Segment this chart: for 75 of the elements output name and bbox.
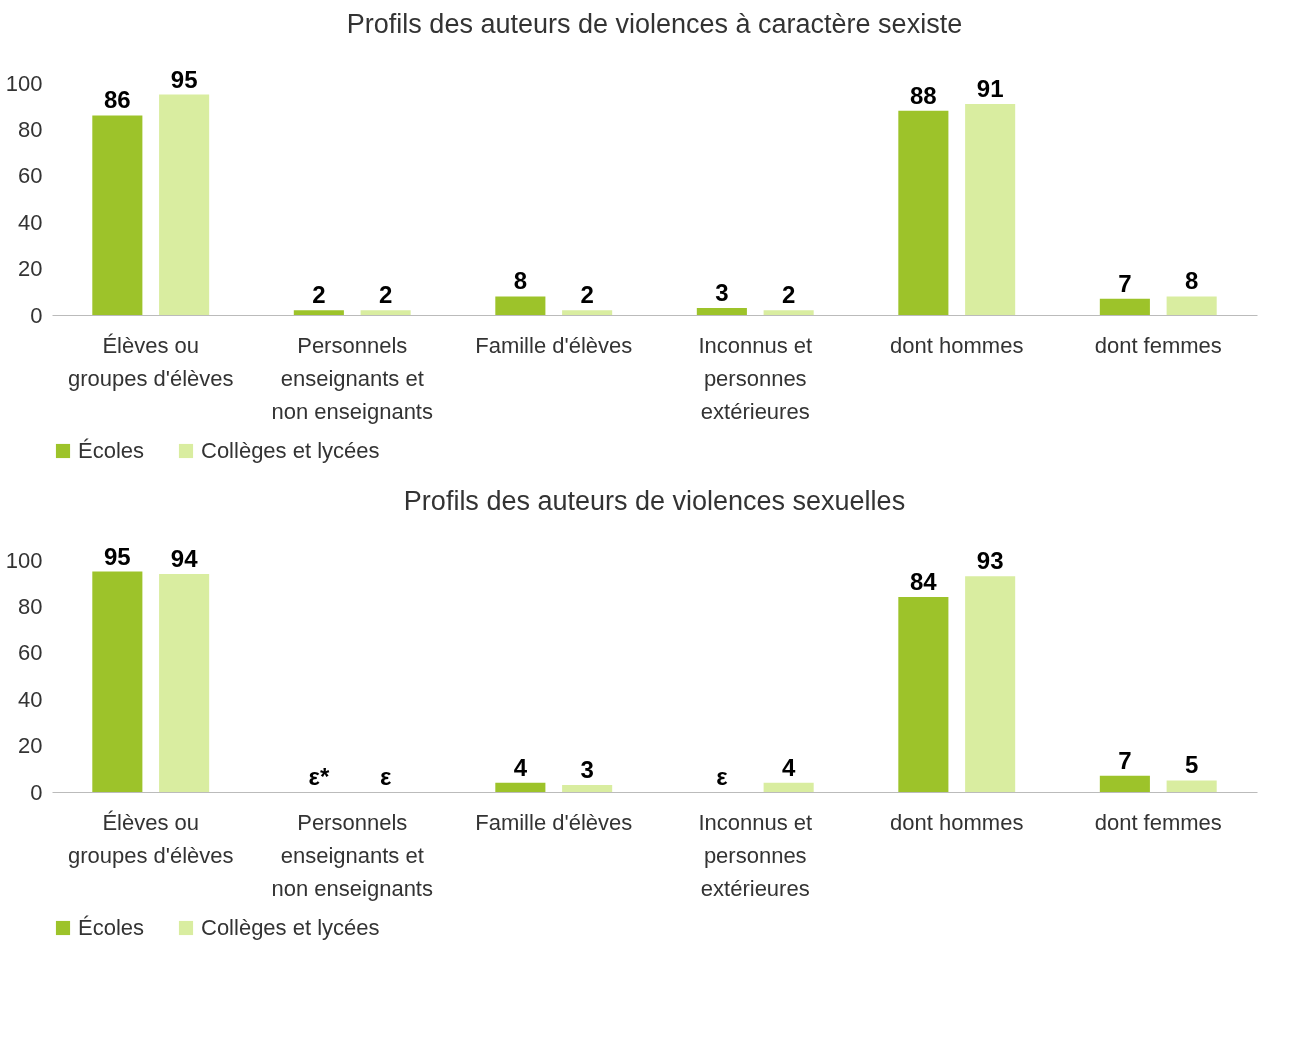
bar bbox=[965, 103, 1016, 315]
data-label: 93 bbox=[976, 547, 1004, 575]
data-label: 4 bbox=[781, 753, 796, 781]
x-tick-label: Personnels enseignants et non enseignants bbox=[271, 809, 433, 901]
x-tick-label: Famille d'élèves bbox=[475, 332, 633, 358]
chart-title: Profils des auteurs de violences sexuelles bbox=[403, 485, 906, 516]
bar bbox=[763, 782, 814, 792]
y-tick-label: 80 bbox=[18, 593, 43, 619]
bar bbox=[696, 308, 747, 315]
data-label: 91 bbox=[976, 74, 1004, 102]
bar bbox=[92, 115, 143, 315]
y-tick-label: 100 bbox=[5, 547, 43, 573]
x-tick-label: dont femmes bbox=[1094, 332, 1222, 358]
bar bbox=[562, 310, 613, 315]
bar bbox=[898, 110, 949, 315]
bar bbox=[159, 573, 210, 792]
data-label: 86 bbox=[103, 86, 131, 114]
y-tick-label: 40 bbox=[18, 686, 43, 712]
bar bbox=[495, 782, 546, 792]
text: ε bbox=[379, 763, 392, 790]
y-tick-label: 20 bbox=[18, 733, 43, 759]
x-tick-label: Inconnus et personnes extérieures bbox=[698, 332, 813, 424]
data-label: 94 bbox=[170, 544, 199, 572]
legend-label: Collèges et lycées bbox=[201, 915, 380, 940]
bar bbox=[898, 597, 949, 792]
data-label: 2 bbox=[312, 281, 326, 309]
data-label: 7 bbox=[1118, 269, 1132, 297]
x-tick-label: dont hommes bbox=[890, 332, 1024, 358]
x-tick-label: Famille d'élèves bbox=[475, 809, 633, 835]
x-tick-label: dont femmes bbox=[1094, 809, 1222, 835]
data-label: 3 bbox=[715, 279, 729, 307]
bar bbox=[562, 785, 613, 792]
data-label: 95 bbox=[170, 65, 198, 93]
data-label: 84 bbox=[910, 568, 938, 596]
x-tick-label: Élèves ou groupes d'élèves bbox=[67, 809, 234, 868]
bar bbox=[360, 310, 411, 315]
data-label: 3 bbox=[580, 756, 594, 784]
bar bbox=[495, 296, 546, 315]
legend-label: Collèges et lycées bbox=[201, 438, 380, 463]
text: ε* bbox=[308, 763, 330, 790]
bar bbox=[293, 310, 344, 315]
legend-label: Écoles bbox=[78, 915, 145, 940]
data-label: 2 bbox=[781, 281, 796, 309]
x-tick-label: Élèves ou groupes d'élèves bbox=[67, 332, 234, 391]
chart-title: Profils des auteurs de violences à caractère sexiste bbox=[346, 8, 963, 39]
legend-label: Écoles bbox=[78, 438, 145, 463]
bar bbox=[1166, 780, 1217, 792]
x-tick-label: dont hommes bbox=[890, 809, 1024, 835]
text: ε bbox=[716, 763, 728, 790]
data-label: 8 bbox=[513, 267, 528, 295]
x-tick-label: Inconnus et personnes extérieures bbox=[698, 809, 813, 901]
data-label: 4 bbox=[513, 753, 528, 781]
data-label: 88 bbox=[910, 81, 937, 109]
bar bbox=[1166, 296, 1217, 315]
bar bbox=[763, 310, 814, 315]
data-label: 2 bbox=[580, 281, 594, 309]
data-label: 95 bbox=[103, 542, 131, 570]
data-label: 5 bbox=[1184, 751, 1199, 779]
data-label: 2 bbox=[378, 281, 393, 309]
data-label: 8 bbox=[1184, 267, 1199, 295]
bar bbox=[159, 94, 210, 315]
bar bbox=[1099, 298, 1150, 315]
y-tick-label: 0 bbox=[30, 302, 43, 328]
bar bbox=[1099, 775, 1150, 792]
y-tick-label: 40 bbox=[18, 209, 43, 235]
y-tick-label: 60 bbox=[18, 640, 43, 666]
bar bbox=[92, 571, 143, 792]
x-tick-label: Personnels enseignants et non enseignants bbox=[271, 332, 433, 424]
bar bbox=[965, 576, 1016, 792]
y-tick-label: 0 bbox=[30, 779, 43, 805]
y-tick-label: 100 bbox=[5, 70, 43, 96]
data-label: 7 bbox=[1118, 746, 1132, 774]
y-tick-label: 60 bbox=[18, 163, 43, 189]
y-tick-label: 20 bbox=[18, 256, 43, 282]
y-tick-label: 80 bbox=[18, 116, 43, 142]
